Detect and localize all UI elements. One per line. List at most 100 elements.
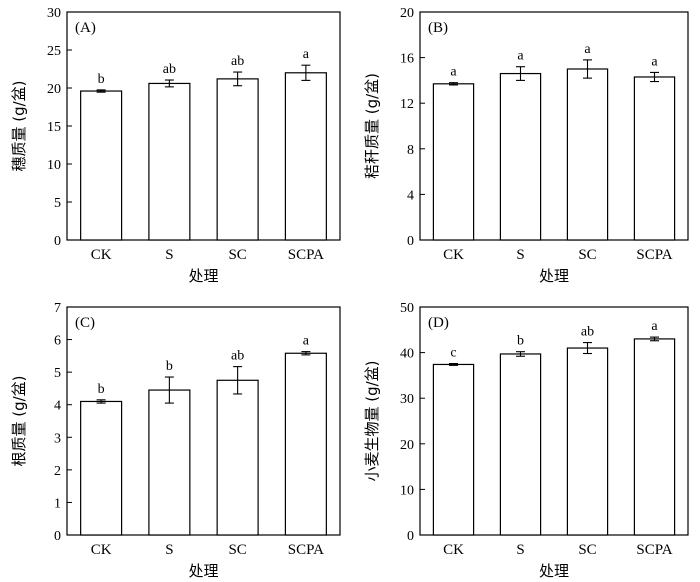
- significance-label: ab: [581, 325, 594, 340]
- y-tick-label: 10: [47, 158, 61, 173]
- y-tick-label: 0: [407, 234, 414, 249]
- bar-ck: [80, 90, 123, 241]
- significance-label: a: [303, 47, 310, 62]
- error-bar: [301, 351, 311, 356]
- y-tick-label: 12: [400, 97, 414, 112]
- y-tick-label: 15: [47, 120, 61, 135]
- bar-ck: [80, 400, 123, 536]
- y-tick-label: 2: [54, 464, 61, 479]
- significance-label: a: [517, 49, 524, 64]
- category-label: SCPA: [288, 542, 324, 558]
- error-bar: [516, 351, 525, 357]
- error-bar: [583, 59, 592, 79]
- y-tick-label: 7: [54, 301, 61, 316]
- y-tick-label: 0: [54, 529, 61, 544]
- error-bar: [96, 89, 106, 93]
- category-label: S: [516, 247, 524, 263]
- x-axis-title: 处理: [539, 562, 569, 580]
- bar-sc: [566, 68, 609, 241]
- x-axis-title: 处理: [188, 562, 218, 580]
- category-label: S: [516, 542, 524, 558]
- significance-label: a: [651, 54, 658, 69]
- y-tick-label: 6: [54, 334, 61, 349]
- significance-label: b: [98, 72, 105, 87]
- category-label: S: [165, 247, 173, 263]
- category-label: SC: [228, 542, 246, 558]
- bar-s: [499, 353, 542, 536]
- category-label: SCPA: [636, 542, 672, 558]
- category-label: SC: [578, 542, 596, 558]
- category-label: CK: [91, 542, 112, 558]
- category-label: CK: [91, 247, 112, 263]
- bar-scpa: [633, 338, 676, 536]
- y-tick-label: 25: [47, 44, 61, 59]
- y-tick-label: 10: [400, 483, 414, 498]
- bar-scpa: [633, 76, 676, 241]
- y-tick-label: 1: [54, 496, 61, 511]
- significance-label: ab: [163, 62, 176, 77]
- y-tick-label: 30: [400, 392, 414, 407]
- significance-label: ab: [231, 349, 244, 364]
- significance-label: a: [584, 42, 591, 57]
- chart-panel-4: 0 10 20 30 40 50 c CK b Sab SC a SCPA (D) 处理 小麦生物量 (g/盆…: [363, 301, 689, 580]
- panel-label: (B): [428, 20, 448, 36]
- chart-panel-3: 0 1 2 3 4 5 6 7 b CK b Sab SC a SCPA (C) 处理 根质量 (g/盆): [10, 301, 341, 580]
- x-axis-title: 处理: [188, 267, 218, 285]
- y-axis-title: 穗质量 (g/盆): [10, 80, 28, 171]
- y-tick-label: 0: [407, 529, 414, 544]
- y-tick-label: 16: [400, 52, 414, 67]
- error-bar: [96, 399, 106, 404]
- significance-label: ab: [231, 54, 244, 69]
- bar-ck: [432, 363, 475, 536]
- error-bar: [516, 66, 525, 81]
- significance-label: a: [450, 65, 457, 80]
- bar-s: [499, 72, 542, 241]
- y-tick-label: 0: [54, 234, 61, 249]
- category-label: CK: [443, 247, 464, 263]
- error-bar: [233, 71, 243, 87]
- error-bar: [449, 362, 458, 366]
- panel-label: (C): [75, 315, 95, 331]
- category-label: S: [165, 542, 173, 558]
- chart-panel-2: 0 4 8 12 16 20 a CK a Sa SC a SCPA (B) 处理 秸秆质量 (g/盆): [363, 6, 689, 285]
- bar-sc: [216, 379, 259, 536]
- bar-s: [148, 389, 191, 536]
- y-tick-label: 5: [54, 196, 61, 211]
- significance-label: b: [98, 382, 105, 397]
- error-bar: [650, 336, 659, 342]
- error-bar: [164, 376, 174, 404]
- error-bar: [449, 82, 458, 86]
- y-tick-label: 30: [47, 6, 61, 21]
- y-tick-label: 50: [400, 301, 414, 316]
- panel-label: (D): [428, 315, 449, 331]
- y-tick-label: 5: [54, 366, 61, 381]
- category-label: CK: [443, 542, 464, 558]
- error-bar: [164, 79, 174, 88]
- category-label: SC: [228, 247, 246, 263]
- y-tick-label: 20: [47, 82, 61, 97]
- error-bar: [650, 71, 659, 83]
- bar-sc: [216, 78, 259, 241]
- bar-ck: [432, 83, 475, 241]
- significance-label: a: [303, 334, 310, 349]
- category-label: SCPA: [288, 247, 324, 263]
- category-label: SCPA: [636, 247, 672, 263]
- significance-label: b: [166, 359, 173, 374]
- y-tick-label: 4: [407, 188, 414, 203]
- error-bar: [583, 342, 592, 355]
- y-tick-label: 20: [400, 6, 414, 21]
- error-bar: [233, 366, 243, 395]
- chart-panel-1: 0 5 10 15 20 25 30 b CK ab Sab SC a SCPA (A) 处理 穗质量 (g/盆…: [10, 6, 341, 285]
- y-tick-label: 4: [54, 399, 61, 414]
- bar-sc: [566, 347, 609, 536]
- significance-label: c: [450, 346, 456, 361]
- error-bar: [301, 64, 311, 81]
- y-tick-label: 20: [400, 438, 414, 453]
- bar-scpa: [284, 72, 327, 241]
- y-tick-label: 3: [54, 431, 61, 446]
- bar-scpa: [284, 352, 327, 536]
- panel-label: (A): [75, 20, 96, 36]
- bar-s: [148, 82, 191, 241]
- plot-frame: [66, 306, 341, 536]
